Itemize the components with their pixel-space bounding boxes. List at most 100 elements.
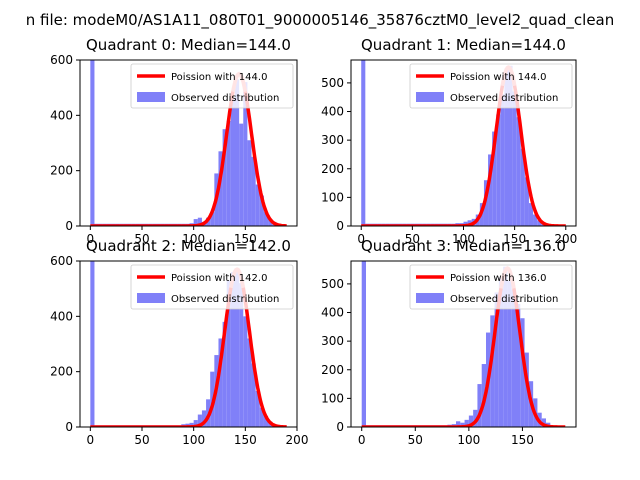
x-tick-label: 200: [286, 433, 309, 447]
legend-hist-swatch: [137, 293, 165, 303]
legend-poisson-label: Poission with 144.0: [171, 72, 267, 83]
histogram-bar: [230, 98, 235, 226]
y-tick-label: 500: [321, 76, 344, 90]
y-tick-label: 300: [321, 334, 344, 348]
y-tick-label: 600: [50, 254, 73, 268]
histogram-bar: [218, 151, 223, 226]
y-tick-label: 400: [50, 309, 73, 323]
histogram-bar: [460, 422, 465, 427]
histogram-bar: [263, 212, 269, 226]
x-tick-label: 100: [182, 433, 205, 447]
histogram-bar: [537, 220, 542, 226]
histogram-bar: [197, 217, 202, 226]
x-tick-label: 150: [511, 433, 534, 447]
histogram-bar: [498, 278, 504, 427]
histogram-bar: [251, 156, 256, 226]
x-tick-label: 100: [182, 232, 205, 246]
histogram-bar: [235, 79, 240, 226]
histogram-bar: [243, 316, 248, 427]
y-tick-label: 0: [336, 219, 344, 233]
histogram-bar: [477, 384, 482, 427]
histogram-bar: [251, 363, 256, 427]
histogram-bar: [473, 409, 478, 427]
y-tick-label: 0: [336, 420, 344, 434]
legend-poisson-label: Poission with 142.0: [171, 273, 267, 284]
histogram-bar: [528, 203, 534, 226]
x-tick-label: 0: [87, 433, 95, 447]
histogram-bar: [247, 140, 252, 226]
y-tick-label: 200: [321, 363, 344, 377]
histogram-bar: [520, 318, 525, 427]
x-tick-label: 0: [358, 433, 366, 447]
histogram-bar: [496, 114, 501, 226]
legend-hist-label: Observed distribution: [450, 294, 558, 305]
histogram-bar: [189, 422, 194, 427]
legend: Poission with 144.0 Observed distribution: [409, 63, 573, 109]
x-tick-label: 50: [134, 232, 149, 246]
x-tick-label: 0: [87, 232, 95, 246]
legend-box: [130, 264, 294, 310]
x-tick-label: 200: [554, 232, 577, 246]
chart-panel-2: Quadrant 2: Median=142.0 0 50 100 150 200 0 200…: [50, 237, 308, 447]
x-tick-label: 0: [357, 232, 365, 246]
histogram-bar: [361, 60, 366, 226]
y-tick-label: 600: [50, 53, 73, 67]
histogram-bar: [516, 303, 521, 427]
histogram-bar: [456, 421, 461, 427]
panel-title: Quadrant 0: Median=144.0: [86, 36, 291, 54]
histogram-bar: [222, 129, 227, 226]
histogram-bar: [201, 410, 207, 427]
histogram-bar: [226, 280, 231, 427]
legend-hist-label: Observed distribution: [171, 294, 279, 305]
legend-box: [130, 63, 294, 109]
poisson-curve: [89, 72, 288, 226]
chart-panel-0: Quadrant 0: Median=144.0 0 50 100 150 0 200 400…: [50, 36, 298, 246]
y-tick-label: 200: [50, 365, 73, 379]
legend-hist-label: Observed distribution: [171, 93, 279, 104]
histogram-bar: [268, 219, 273, 226]
histogram-bar: [259, 195, 264, 226]
legend-box: [409, 264, 573, 310]
axes-frame: [79, 260, 298, 428]
chart-panel-3: Quadrant 3: Median=136.0 0 50 100 150 0 100 200…: [321, 237, 577, 447]
figure-suptitle: n file: modeM0/AS1A11_080T01_9000005146_…: [26, 11, 615, 30]
y-tick-label: 0: [65, 420, 73, 434]
histogram-bar: [503, 266, 508, 427]
x-tick-label: 150: [234, 232, 257, 246]
axes-frame: [79, 59, 298, 227]
histogram-bar: [511, 289, 516, 427]
x-tick-label: 50: [134, 433, 149, 447]
legend-hist-swatch: [416, 293, 444, 303]
y-tick-label: 400: [50, 108, 73, 122]
legend-poisson-label: Poission with 136.0: [450, 273, 546, 284]
y-tick-label: 200: [321, 162, 344, 176]
panel-title: Quadrant 2: Median=142.0: [86, 237, 291, 255]
y-tick-label: 400: [321, 306, 344, 320]
histogram-bar: [239, 123, 244, 226]
histogram-bar: [230, 272, 235, 427]
x-tick-label: 100: [452, 232, 475, 246]
histogram-bar: [504, 68, 509, 226]
histogram-bar: [533, 214, 538, 226]
x-tick-label: 150: [234, 433, 257, 447]
histogram-bar: [222, 321, 227, 427]
histogram-bar: [541, 418, 546, 427]
histogram-bar: [247, 338, 252, 427]
histogram-bar: [255, 391, 260, 427]
histogram-bar: [492, 131, 497, 226]
x-tick-label: 100: [457, 433, 480, 447]
histogram-bar: [463, 221, 468, 226]
chart-panel-1: Quadrant 1: Median=144.0 0 50 100 150 200 0 100…: [321, 36, 577, 246]
histogram-bar: [243, 82, 248, 226]
y-tick-label: 400: [321, 105, 344, 119]
legend: Poission with 142.0 Observed distribution: [130, 264, 294, 310]
histogram-bar: [197, 414, 202, 427]
histogram-bar: [235, 269, 240, 427]
axes-frame: [350, 260, 577, 428]
histogram-bar: [512, 91, 517, 226]
histogram-bars: [361, 60, 546, 226]
histogram-bar: [210, 212, 215, 226]
histogram-bar: [507, 281, 512, 427]
y-tick-label: 200: [50, 164, 73, 178]
